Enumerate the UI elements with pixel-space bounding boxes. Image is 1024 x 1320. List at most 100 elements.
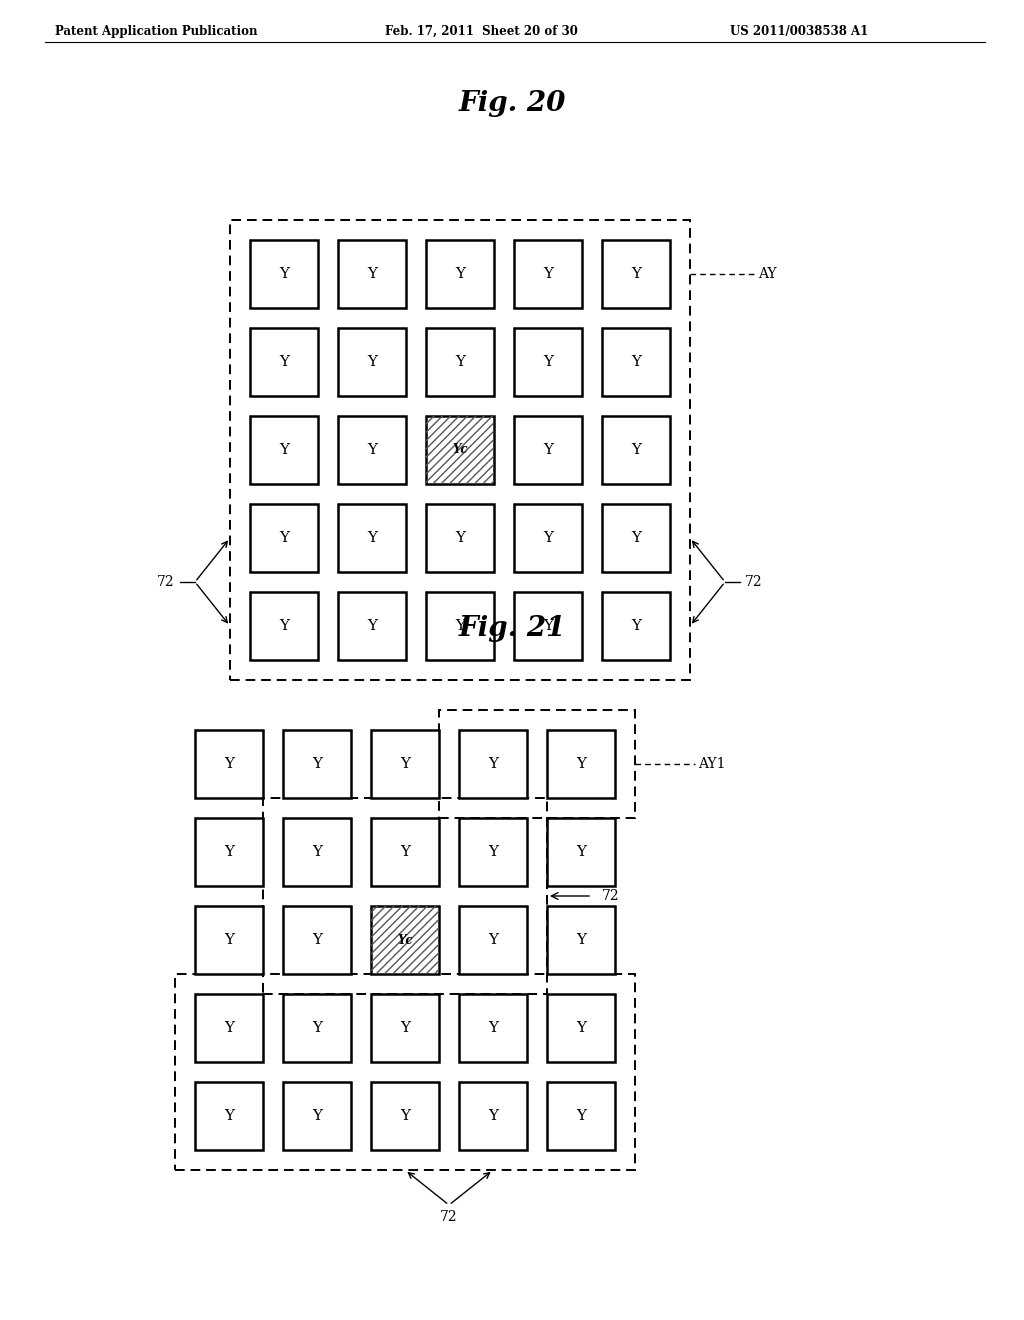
- Bar: [514, 240, 582, 308]
- Text: Y: Y: [279, 531, 289, 545]
- Text: Fig. 21: Fig. 21: [459, 615, 565, 642]
- Bar: [426, 504, 494, 572]
- Text: Y: Y: [312, 845, 322, 859]
- Text: Y: Y: [575, 1020, 586, 1035]
- Bar: [459, 994, 527, 1063]
- Bar: [547, 818, 615, 886]
- Text: Y: Y: [575, 756, 586, 771]
- Bar: [514, 327, 582, 396]
- Text: Y: Y: [367, 444, 377, 457]
- Text: 72: 72: [602, 888, 620, 903]
- Text: Yc: Yc: [397, 933, 413, 946]
- Text: AY: AY: [758, 267, 776, 281]
- Text: Y: Y: [575, 933, 586, 946]
- Text: Y: Y: [312, 933, 322, 946]
- Bar: [547, 906, 615, 974]
- Text: Feb. 17, 2011  Sheet 20 of 30: Feb. 17, 2011 Sheet 20 of 30: [385, 25, 578, 38]
- Text: Y: Y: [367, 619, 377, 634]
- Text: Y: Y: [312, 756, 322, 771]
- Text: Y: Y: [488, 933, 498, 946]
- Text: Y: Y: [455, 355, 465, 370]
- Text: Y: Y: [224, 1109, 234, 1123]
- Text: Y: Y: [488, 845, 498, 859]
- Text: Y: Y: [400, 1020, 410, 1035]
- Text: Y: Y: [224, 1020, 234, 1035]
- Text: Y: Y: [543, 531, 553, 545]
- Bar: [371, 818, 439, 886]
- Text: Y: Y: [400, 1109, 410, 1123]
- Text: Y: Y: [455, 531, 465, 545]
- Text: Y: Y: [631, 531, 641, 545]
- Text: 72: 72: [745, 576, 763, 589]
- Text: Y: Y: [631, 444, 641, 457]
- Text: Y: Y: [575, 845, 586, 859]
- Text: Y: Y: [543, 355, 553, 370]
- Text: Y: Y: [455, 619, 465, 634]
- Text: Y: Y: [575, 1109, 586, 1123]
- Bar: [426, 416, 494, 484]
- Bar: [283, 1082, 351, 1150]
- Text: Y: Y: [279, 355, 289, 370]
- Text: Y: Y: [224, 756, 234, 771]
- Text: Y: Y: [543, 267, 553, 281]
- Text: Y: Y: [488, 1020, 498, 1035]
- Bar: [371, 906, 439, 974]
- Bar: [371, 730, 439, 799]
- Bar: [459, 818, 527, 886]
- Bar: [195, 906, 263, 974]
- Text: Y: Y: [279, 267, 289, 281]
- Bar: [338, 504, 406, 572]
- Bar: [338, 416, 406, 484]
- Text: Y: Y: [543, 619, 553, 634]
- Bar: [602, 240, 670, 308]
- Text: Y: Y: [631, 267, 641, 281]
- Text: 72: 72: [158, 576, 175, 589]
- Bar: [195, 730, 263, 799]
- Text: Patent Application Publication: Patent Application Publication: [55, 25, 257, 38]
- Bar: [195, 818, 263, 886]
- Text: Y: Y: [631, 619, 641, 634]
- Text: Y: Y: [312, 1020, 322, 1035]
- Bar: [547, 730, 615, 799]
- Bar: [459, 906, 527, 974]
- Bar: [514, 504, 582, 572]
- Text: Y: Y: [224, 845, 234, 859]
- Bar: [338, 240, 406, 308]
- Text: Y: Y: [488, 1109, 498, 1123]
- Bar: [250, 240, 318, 308]
- Bar: [602, 416, 670, 484]
- Bar: [250, 327, 318, 396]
- Bar: [250, 504, 318, 572]
- Bar: [195, 1082, 263, 1150]
- Text: Y: Y: [367, 531, 377, 545]
- Text: Y: Y: [224, 933, 234, 946]
- Bar: [250, 416, 318, 484]
- Text: Y: Y: [312, 1109, 322, 1123]
- Bar: [371, 1082, 439, 1150]
- Bar: [514, 416, 582, 484]
- Bar: [459, 1082, 527, 1150]
- Text: Fig. 20: Fig. 20: [459, 90, 565, 117]
- Bar: [263, 799, 547, 994]
- Bar: [195, 994, 263, 1063]
- Bar: [175, 974, 635, 1170]
- Text: Y: Y: [279, 619, 289, 634]
- Bar: [283, 818, 351, 886]
- Text: Yc: Yc: [453, 444, 468, 457]
- Bar: [371, 994, 439, 1063]
- Bar: [426, 591, 494, 660]
- Bar: [426, 240, 494, 308]
- Bar: [283, 730, 351, 799]
- Bar: [283, 906, 351, 974]
- Text: AY1: AY1: [698, 756, 725, 771]
- Text: Y: Y: [400, 756, 410, 771]
- Text: Y: Y: [367, 267, 377, 281]
- Bar: [283, 994, 351, 1063]
- Text: Y: Y: [488, 756, 498, 771]
- Text: 72: 72: [440, 1210, 458, 1224]
- Text: Y: Y: [400, 845, 410, 859]
- Bar: [514, 591, 582, 660]
- Text: US 2011/0038538 A1: US 2011/0038538 A1: [730, 25, 868, 38]
- Bar: [426, 327, 494, 396]
- Bar: [547, 994, 615, 1063]
